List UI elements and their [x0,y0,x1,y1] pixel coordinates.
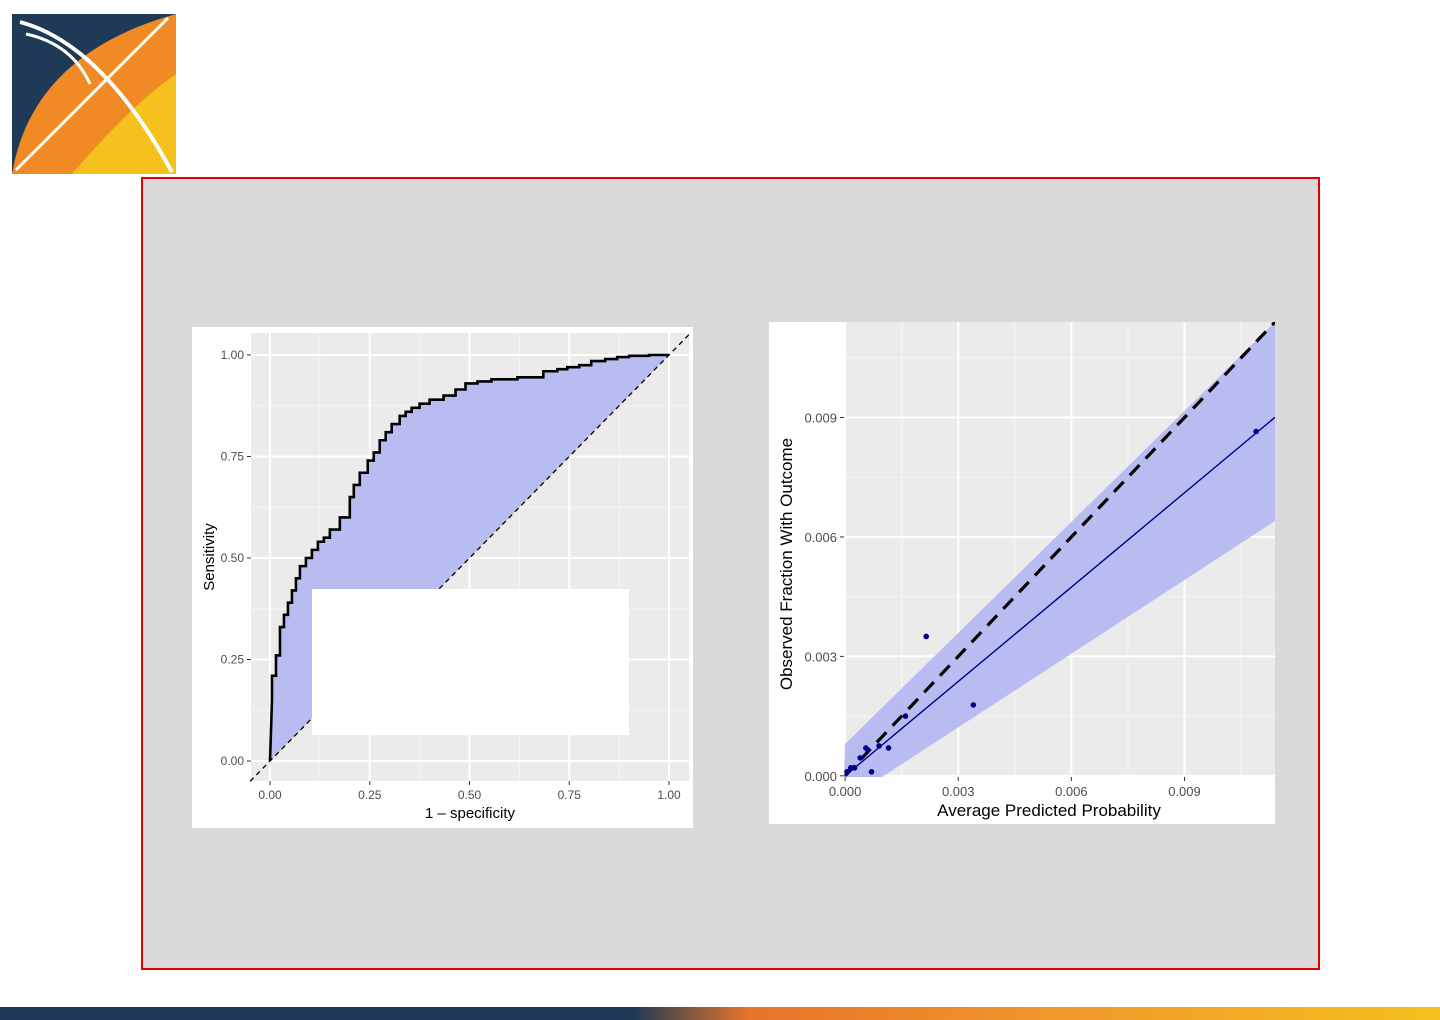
calibration-point [923,633,930,640]
calibration-fit-line [844,416,1276,777]
calibration-y-tick-label: 0.000 [804,769,837,784]
calibration-x-tick-label: 0.000 [829,784,862,799]
calibration-point [844,769,850,775]
blank-overlay [312,589,629,735]
roc-curve [268,353,669,762]
calibration-ylabel: Observed Fraction With Outcome [777,438,796,690]
roc-ylabel: Sensitivity [201,523,218,591]
calibration-chart: 0.000 0.003 0.006 0.009 0.000 0.003 0.006 0.00… [769,320,1277,824]
roc-x-tick-label: 0.25 [358,788,382,802]
ohdsi-x-logo-icon [12,14,176,174]
roc-x-tick-label: 0.00 [258,788,282,802]
calibration-point [868,769,875,775]
roc-x-tick-label: 1.00 [657,788,681,802]
calibration-chart-svg: 0.000 0.003 0.006 0.009 0.000 0.003 0.006 0.00… [777,320,1277,820]
calibration-point [864,747,871,753]
calibration-point [1253,428,1259,435]
calibration-y-tick-label: 0.003 [804,649,837,664]
roc-chart: 0.00 0.25 0.50 0.75 1.00 0.00 0.25 0.50 0.75 1.0… [192,327,693,828]
roc-x-tick-label: 0.50 [458,788,482,802]
calibration-x-tick-label: 0.009 [1168,784,1201,799]
calibration-y-tick-label: 0.009 [804,411,837,426]
roc-y-tick-label: 0.25 [221,653,245,667]
calibration-point [902,713,909,719]
roc-y-tick-label: 0.50 [221,551,245,565]
calibration-x-tick-label: 0.006 [1055,784,1088,799]
roc-x-tick-label: 0.75 [558,788,582,802]
calibration-diagonal-reference [843,320,1277,777]
roc-y-tick-label: 1.00 [221,348,245,362]
calibration-point [876,743,882,749]
calibration-point [970,702,977,708]
calibration-y-tick-label: 0.006 [804,530,837,545]
calibration-x-tick-label: 0.003 [942,784,975,799]
roc-xlabel: 1 – specificity [425,805,516,822]
roc-chart-svg: 0.00 0.25 0.50 0.75 1.00 0.00 0.25 0.50 0.75 1.0… [201,333,690,822]
roc-y-tick-label: 0.75 [221,450,245,464]
footer-gradient-bar [0,1007,1440,1020]
calibration-point [851,765,858,771]
calibration-point [885,745,892,751]
calibration-xlabel: Average Predicted Probability [937,801,1161,820]
roc-y-tick-label: 0.00 [221,754,245,768]
calibration-point [857,755,864,761]
